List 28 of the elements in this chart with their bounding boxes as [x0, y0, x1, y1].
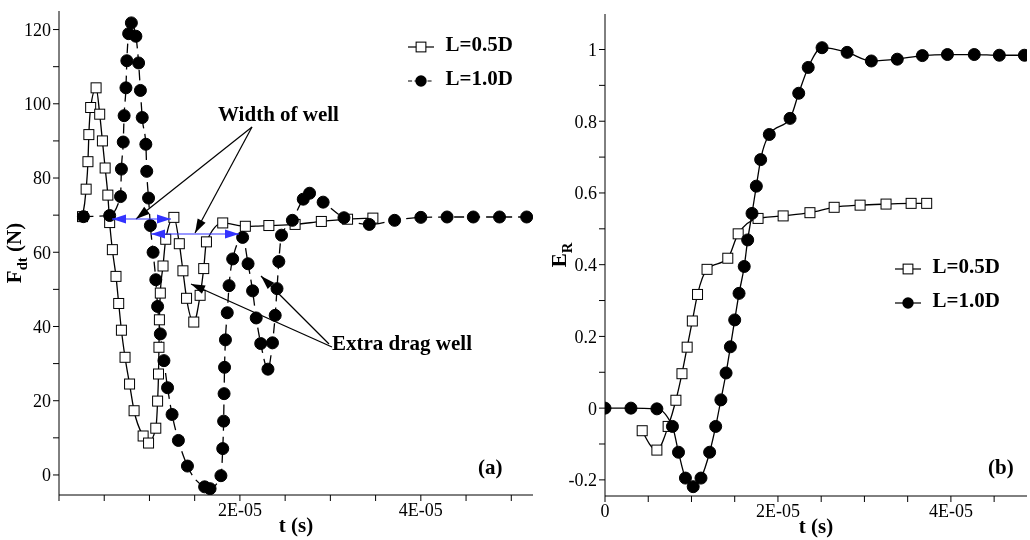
- legend-label: L=1.0D: [932, 288, 1000, 312]
- annotation: Extra drag well: [332, 331, 472, 356]
- annotation: (b): [988, 455, 1014, 480]
- x-tick-label: 2E-05: [217, 499, 262, 520]
- y-tick-label: 0.2: [574, 326, 597, 347]
- x-axis-title: t (s): [278, 513, 314, 537]
- x-tick-label: 4E-05: [928, 500, 973, 521]
- y-tick-label: 0.4: [574, 255, 597, 276]
- legend-label: L=0.5D: [932, 254, 1000, 278]
- x-tick-label: 2E-05: [755, 500, 800, 521]
- y-tick-label: 0.8: [574, 111, 597, 132]
- y-tick-label: 0: [588, 398, 597, 419]
- y-tick-label: 0.6: [574, 183, 597, 204]
- x-tick-label: 4E-05: [398, 499, 443, 520]
- annotation: Width of well: [218, 102, 339, 127]
- x-axis-title: t (s): [798, 514, 834, 538]
- y-tick-label: 40: [33, 316, 51, 337]
- y-tick-label: 80: [33, 168, 51, 189]
- y-tick-label: 0: [42, 465, 51, 486]
- y-tick-label: 1: [588, 39, 597, 60]
- legend-label: L=0.5D: [445, 32, 513, 56]
- y-tick-label: -0.2: [568, 470, 597, 491]
- annotation: (a): [478, 455, 503, 480]
- y-tick-label: 120: [24, 19, 51, 40]
- y-tick-label: 100: [24, 94, 51, 115]
- legend-label: L=1.0D: [445, 66, 513, 90]
- y-tick-label: 60: [33, 242, 51, 263]
- y-tick-label: 20: [33, 391, 51, 412]
